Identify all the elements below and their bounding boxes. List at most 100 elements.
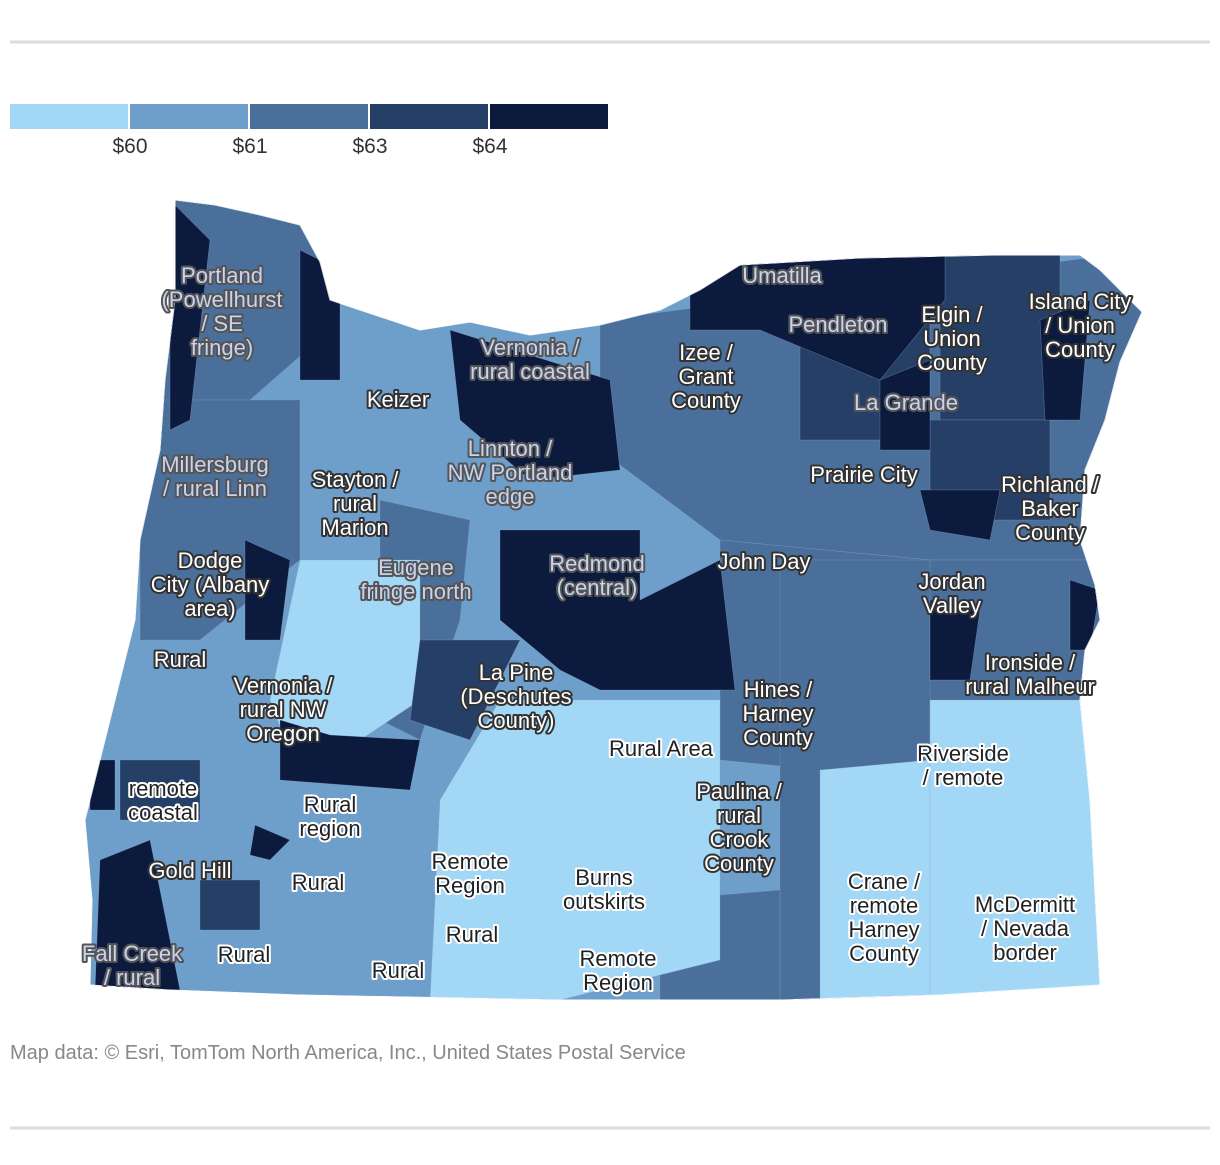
place-label: Dodge — [178, 548, 243, 573]
place-label: Hines / — [744, 677, 813, 702]
region — [499, 529, 736, 691]
place-label: Elgin / — [921, 302, 983, 327]
place-label: remote — [850, 893, 918, 918]
place-label: rural NW — [240, 697, 327, 722]
legend: $60 $61 $63 $64 — [10, 104, 608, 158]
place-label: County — [917, 350, 987, 375]
region — [819, 759, 931, 1000]
place-label: rural — [717, 803, 761, 828]
place-label: (central) — [557, 575, 638, 600]
region — [249, 824, 291, 861]
place-label: Rural — [154, 647, 207, 672]
place-label: County — [671, 388, 741, 413]
region — [199, 879, 261, 931]
region — [299, 249, 341, 381]
place-label: Stayton / — [312, 467, 400, 492]
place-label: rural — [333, 491, 377, 516]
place-label: Crook — [710, 827, 770, 852]
place-label: region — [299, 816, 360, 841]
place-label: Riverside — [917, 741, 1009, 766]
place-label: Gold Hill — [148, 858, 231, 883]
place-label: Millersburg — [161, 452, 269, 477]
region — [449, 329, 621, 481]
place-label: La Grande — [854, 390, 958, 415]
place-label: Rural — [304, 792, 357, 817]
place-label: area) — [184, 596, 235, 621]
place-label: Izee / — [679, 340, 734, 365]
place-label: / Nevada — [981, 916, 1070, 941]
place-label: coastal — [128, 800, 198, 825]
place-label: Crane / — [848, 869, 921, 894]
place-label: Pendleton — [788, 312, 887, 337]
place-label: (Powellhurst — [161, 287, 282, 312]
place-label: John Day — [718, 549, 811, 574]
legend-swatch — [10, 104, 128, 129]
region — [429, 699, 721, 1000]
place-label: / Union — [1045, 313, 1115, 338]
place-label: Remote — [579, 946, 656, 971]
place-label: Rural — [218, 942, 271, 967]
place-label: Umatilla — [742, 263, 822, 288]
place-label: County — [1015, 520, 1085, 545]
place-label: (Deschutes — [460, 684, 571, 709]
place-label: Rural — [292, 870, 345, 895]
place-label: Baker — [1021, 496, 1078, 521]
place-label: McDermitt — [975, 892, 1075, 917]
place-label: Redmond — [549, 551, 644, 576]
place-label: Ironside / — [985, 650, 1076, 675]
place-label: / SE — [201, 311, 243, 336]
place-label: fringe) — [191, 335, 253, 360]
place-label: border — [993, 940, 1057, 965]
place-label: / remote — [923, 765, 1004, 790]
region — [929, 599, 981, 681]
place-label: Valley — [923, 593, 981, 618]
place-label: Burns — [575, 865, 632, 890]
place-label: Union — [923, 326, 980, 351]
legend-label: $64 — [472, 135, 507, 158]
place-label: Island City — [1029, 289, 1132, 314]
place-label: County — [704, 851, 774, 876]
place-label: rural Malheur — [965, 674, 1095, 699]
place-label: County) — [477, 708, 554, 733]
place-label: Rural — [446, 922, 499, 947]
place-label: Region — [435, 873, 505, 898]
region — [919, 489, 1001, 541]
place-label: Vernonia / — [480, 335, 580, 360]
place-label: County — [849, 941, 919, 966]
place-label: Eugene — [378, 555, 454, 580]
place-label: Paulina / — [696, 779, 783, 804]
legend-label: $63 — [352, 135, 387, 158]
place-label: Portland — [181, 263, 263, 288]
region — [879, 359, 931, 451]
region — [279, 719, 421, 791]
region — [119, 759, 201, 821]
place-label: Rural Area — [609, 736, 714, 761]
place-label: / rural Linn — [163, 476, 267, 501]
place-label: / rural — [104, 965, 160, 990]
place-label: County — [743, 725, 813, 750]
place-label: NW Portland — [448, 460, 573, 485]
place-label: rural coastal — [470, 359, 590, 384]
place-label: Marion — [321, 515, 388, 540]
place-label: fringe north — [360, 579, 471, 604]
legend-swatch — [370, 104, 488, 129]
place-label: remote — [129, 776, 197, 801]
region — [169, 200, 211, 431]
place-label: Harney — [849, 917, 920, 942]
place-label: Vernonia / — [233, 673, 333, 698]
place-label: City (Albany — [151, 572, 270, 597]
place-label: Linnton / — [468, 436, 553, 461]
place-label: outskirts — [563, 889, 645, 914]
region — [244, 539, 291, 641]
place-label: Region — [583, 970, 653, 995]
place-label: County — [1045, 337, 1115, 362]
legend-swatch — [130, 104, 248, 129]
source-note: Map data: © Esri, TomTom North America, … — [10, 1042, 686, 1064]
legend-swatch — [250, 104, 368, 129]
regions — [85, 200, 1142, 1000]
place-label: Fall Creek — [82, 941, 183, 966]
region — [1039, 299, 1091, 421]
